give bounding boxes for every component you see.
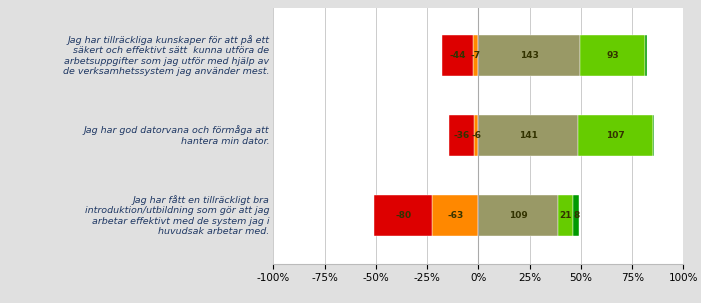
Bar [478, 35, 580, 76]
Text: Jag har god datorvana och förmåga att
 hantera min dator.: Jag har god datorvana och förmåga att ha… [83, 125, 269, 146]
Bar [573, 195, 579, 236]
Text: 143: 143 [519, 51, 538, 60]
Text: 107: 107 [606, 131, 625, 140]
Bar [374, 195, 433, 236]
Bar [578, 115, 653, 156]
Text: -7: -7 [471, 51, 481, 60]
Bar [580, 35, 646, 76]
Text: Jag har fått en tillräckligt bra
introduktion/utbildning som gör att jag
arbetar: Jag har fått en tillräckligt bra introdu… [85, 195, 269, 236]
Text: 21: 21 [559, 211, 572, 220]
Bar [442, 35, 473, 76]
Bar [433, 195, 478, 236]
Text: -36: -36 [454, 131, 470, 140]
Bar [653, 115, 654, 156]
Bar [558, 195, 573, 236]
Text: -44: -44 [449, 51, 466, 60]
Bar [449, 115, 474, 156]
Text: 8: 8 [573, 211, 579, 220]
Text: Jag har tillräckliga kunskaper för att på ett
 säkert och effektivt sätt  kunna : Jag har tillräckliga kunskaper för att p… [63, 35, 269, 76]
Bar [473, 35, 478, 76]
Text: 109: 109 [509, 211, 528, 220]
Bar [474, 115, 478, 156]
Bar [478, 195, 558, 236]
Bar [478, 115, 578, 156]
Text: 93: 93 [606, 51, 619, 60]
Text: -80: -80 [395, 211, 411, 220]
Text: 141: 141 [519, 131, 538, 140]
Bar [646, 35, 648, 76]
Text: -6: -6 [471, 131, 482, 140]
Text: -63: -63 [447, 211, 463, 220]
